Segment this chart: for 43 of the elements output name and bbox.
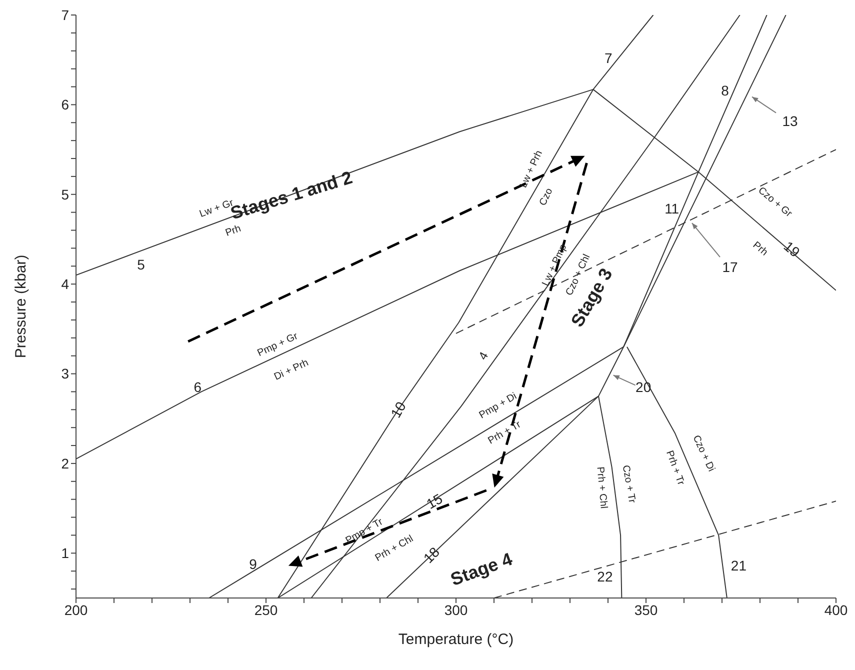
annotation: 6 <box>194 379 202 396</box>
annotation: 18 <box>420 544 443 566</box>
y-tick-label: 6 <box>61 96 70 113</box>
annotation: 15 <box>424 490 446 512</box>
x-tick-label: 350 <box>634 602 658 618</box>
annotation: 11 <box>664 200 680 217</box>
y-tick-label: 1 <box>61 545 70 562</box>
annotation: Di + Prh <box>272 358 310 383</box>
y-tick-label: 4 <box>61 276 70 292</box>
annotation: 13 <box>782 112 798 129</box>
y-axis-title: Pressure (kbar) <box>12 254 30 358</box>
annotation: Pmp + Di <box>478 390 519 422</box>
annotation: Lw + Pmp <box>540 242 570 288</box>
annotation: 4 <box>476 349 492 362</box>
annotation: 5 <box>137 256 146 272</box>
annotation: Czo + Tr <box>620 464 638 504</box>
annotation: Czo + Gr <box>756 185 794 220</box>
annotation: 9 <box>249 556 258 572</box>
y-tick-label: 7 <box>61 6 70 23</box>
annotation: Prh <box>224 223 243 239</box>
annotation: 20 <box>636 379 652 396</box>
annotation: Prh + Tr <box>664 449 686 488</box>
x-tick-label: 400 <box>824 602 848 618</box>
annotation: Czo + Di <box>690 434 717 474</box>
annotation: 21 <box>730 558 747 574</box>
annotation: 8 <box>721 82 730 98</box>
x-tick-label: 200 <box>64 602 88 618</box>
annotation: 10 <box>387 398 410 420</box>
y-tick-label: 5 <box>61 186 70 202</box>
annotation: Prh + Chl <box>594 466 609 510</box>
x-axis-title: Temperature (°C) <box>398 631 514 648</box>
annotation: 22 <box>597 568 613 584</box>
y-tick-label: 3 <box>61 366 70 382</box>
y-tick-label: 2 <box>61 455 70 472</box>
annotation: Prh <box>750 240 770 258</box>
annotation: 19 <box>780 238 804 260</box>
annotation: Pmp + Gr <box>256 330 300 360</box>
annotation: Prh + Tr <box>486 418 524 447</box>
annotation: 7 <box>604 50 612 66</box>
x-tick-label: 300 <box>444 602 468 618</box>
annotation: 17 <box>722 259 738 276</box>
x-tick-label: 250 <box>254 602 278 618</box>
annotation: Stage 4 <box>448 548 515 590</box>
